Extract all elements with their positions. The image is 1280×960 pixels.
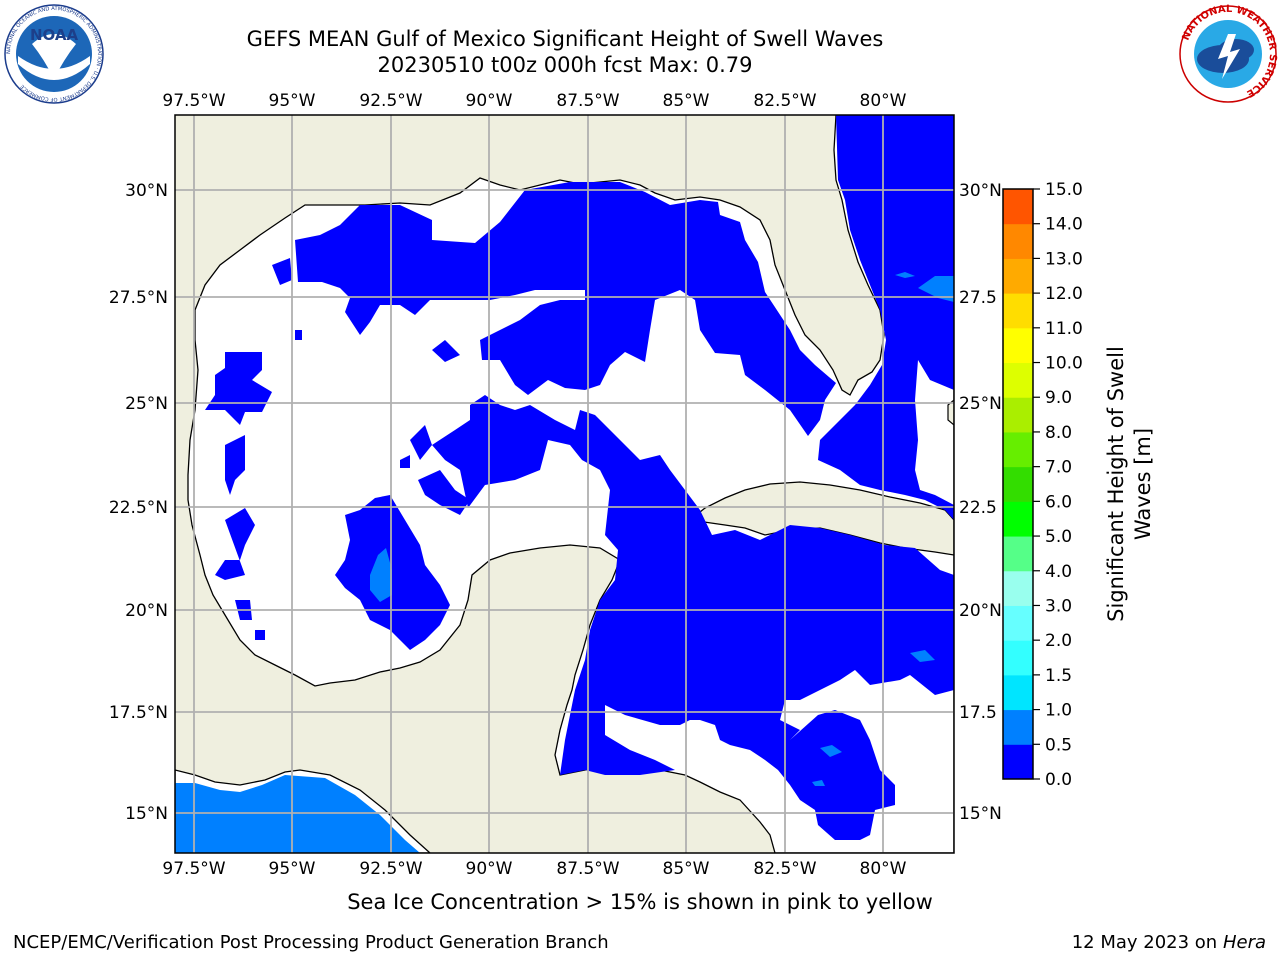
lon-label-bottom: 87.5°W xyxy=(556,859,619,879)
swell-patch-atlantic-light xyxy=(895,272,954,302)
swell-patch-campeche-light xyxy=(370,548,392,602)
lon-label-top: 87.5°W xyxy=(556,91,619,111)
swell-region-pacific-light xyxy=(175,775,420,853)
colorbar-tick-label: 8.0 xyxy=(1045,423,1072,443)
colorbar-segment xyxy=(1003,466,1033,502)
colorbar xyxy=(1003,189,1033,780)
colorbar-tick-label: 13.0 xyxy=(1045,249,1083,269)
lat-label-left: 17.5°N xyxy=(109,703,168,723)
colorbar-segment xyxy=(1003,501,1033,537)
lat-label-right: 22.5 xyxy=(959,498,997,518)
nws-logo-icon: NATIONAL WEATHER SERVICE xyxy=(1179,4,1278,103)
lon-label-bottom: 82.5°W xyxy=(753,859,816,879)
colorbar-segment xyxy=(1003,223,1033,259)
lat-label-right: 20°N xyxy=(959,601,1002,621)
lat-label-right: 25°N xyxy=(959,394,1002,414)
map-subtitle: 20230510 t00z 000h fcst Max: 0.79 xyxy=(377,53,753,77)
lat-labels-right: 30°N 27.5 25°N 22.5 20°N 17.5 15°N xyxy=(959,181,1002,824)
sea-ice-caption: Sea Ice Concentration > 15% is shown in … xyxy=(347,890,933,914)
colorbar-tick-label: 1.0 xyxy=(1045,701,1072,721)
lon-label-top: 97.5°W xyxy=(162,91,225,111)
map-title: GEFS MEAN Gulf of Mexico Significant Hei… xyxy=(246,27,884,51)
lat-label-left: 22.5°N xyxy=(109,498,168,518)
colorbar-segment xyxy=(1003,431,1033,468)
lon-label-top: 85°W xyxy=(663,91,710,111)
lon-label-top: 92.5°W xyxy=(359,91,422,111)
colorbar-tick-label: 9.0 xyxy=(1045,388,1072,408)
colorbar-tick-label: 14.0 xyxy=(1045,215,1083,235)
colorbar-ticks: 15.0 14.0 13.0 12.0 11.0 10.0 9.0 8.0 7.0 6.0 5.0 4… xyxy=(1033,180,1083,790)
swell-region-west-patch-2 xyxy=(215,435,255,580)
colorbar-segment xyxy=(1003,293,1033,329)
lon-label-top: 80°W xyxy=(860,91,907,111)
lon-label-top: 82.5°W xyxy=(753,91,816,111)
colorbar-tick-label: 10.0 xyxy=(1045,354,1083,374)
map-frame-content xyxy=(175,115,954,853)
host-name: Hera xyxy=(1222,932,1266,953)
lon-labels-bottom: 97.5°W 95°W 92.5°W 90°W 87.5°W 85°W 82.5… xyxy=(162,859,906,879)
colorbar-border xyxy=(1002,188,1034,780)
lat-label-right: 15°N xyxy=(959,804,1002,824)
colorbar-segment xyxy=(1003,536,1033,572)
colorbar-segment xyxy=(1003,189,1033,225)
lon-label-bottom: 95°W xyxy=(269,859,316,879)
swell-field-low xyxy=(205,115,954,840)
colorbar-tick-label: 6.0 xyxy=(1045,492,1072,512)
colorbar-tick-label: 0.5 xyxy=(1045,735,1072,755)
colorbar-label-line2: Waves [m] xyxy=(1131,428,1155,540)
colorbar-tick-label: 0.0 xyxy=(1045,770,1072,790)
lat-labels-left: 30°N 27.5°N 25°N 22.5°N 20°N 17.5°N 15°N xyxy=(109,181,168,824)
colorbar-tick-label: 15.0 xyxy=(1045,180,1083,200)
lon-label-bottom: 97.5°W xyxy=(162,859,225,879)
colorbar-label-line1: Significant Height of Swell xyxy=(1104,346,1128,622)
date-stamp: 12 May 2023 on Hera xyxy=(1072,932,1266,953)
noaa-logo-icon: NOAA NATIONAL OCEANIC AND ATMOSPHERIC AD… xyxy=(4,4,104,104)
swell-region-north-gulf xyxy=(295,182,836,436)
map-gridlines xyxy=(175,115,954,853)
colorbar-segment xyxy=(1003,258,1033,294)
colorbar-segment xyxy=(1003,605,1033,641)
lat-label-right: 17.5 xyxy=(959,703,997,723)
colorbar-segment xyxy=(1003,397,1033,433)
colorbar-segment xyxy=(1003,570,1033,606)
noaa-logo-text: NOAA xyxy=(30,26,79,44)
map-border xyxy=(174,114,955,854)
lon-label-bottom: 90°W xyxy=(466,859,513,879)
colorbar-tick-label: 11.0 xyxy=(1045,319,1083,339)
colorbar-segment xyxy=(1003,362,1033,398)
swell-field-mid xyxy=(175,272,954,853)
credit-text: NCEP/EMC/Verification Post Processing Pr… xyxy=(13,932,609,953)
lat-label-left: 25°N xyxy=(125,394,168,414)
swell-region-atlantic xyxy=(818,115,954,520)
colorbar-tick-label: 3.0 xyxy=(1045,596,1072,616)
colorbar-tick-label: 5.0 xyxy=(1045,527,1072,547)
colorbar-segment xyxy=(1003,709,1033,745)
lat-label-left: 27.5°N xyxy=(109,288,168,308)
lat-label-right: 30°N xyxy=(959,181,1002,201)
colorbar-segment xyxy=(1003,674,1033,711)
date-text: 12 May 2023 on xyxy=(1071,932,1218,953)
colorbar-tick-label: 1.5 xyxy=(1045,666,1072,686)
lon-label-bottom: 92.5°W xyxy=(359,859,422,879)
swell-region-west-patch xyxy=(205,352,272,425)
colorbar-segment xyxy=(1003,327,1033,364)
swell-region-bay-campeche xyxy=(335,495,450,650)
lon-labels-top: 97.5°W 95°W 92.5°W 90°W 87.5°W 85°W 82.5… xyxy=(162,91,906,111)
lon-label-top: 90°W xyxy=(466,91,513,111)
lat-label-right: 27.5 xyxy=(959,288,997,308)
colorbar-tick-label: 7.0 xyxy=(1045,458,1072,478)
colorbar-segment xyxy=(1003,640,1033,676)
lon-label-bottom: 85°W xyxy=(663,859,710,879)
lat-label-left: 20°N xyxy=(125,601,168,621)
swell-region-central xyxy=(432,395,954,840)
lon-label-top: 95°W xyxy=(269,91,316,111)
colorbar-tick-label: 4.0 xyxy=(1045,562,1072,582)
colorbar-segment xyxy=(1003,744,1033,780)
colorbar-tick-label: 2.0 xyxy=(1045,631,1072,651)
lat-label-left: 30°N xyxy=(125,181,168,201)
lon-label-bottom: 80°W xyxy=(860,859,907,879)
lat-label-left: 15°N xyxy=(125,804,168,824)
colorbar-tick-label: 12.0 xyxy=(1045,284,1083,304)
